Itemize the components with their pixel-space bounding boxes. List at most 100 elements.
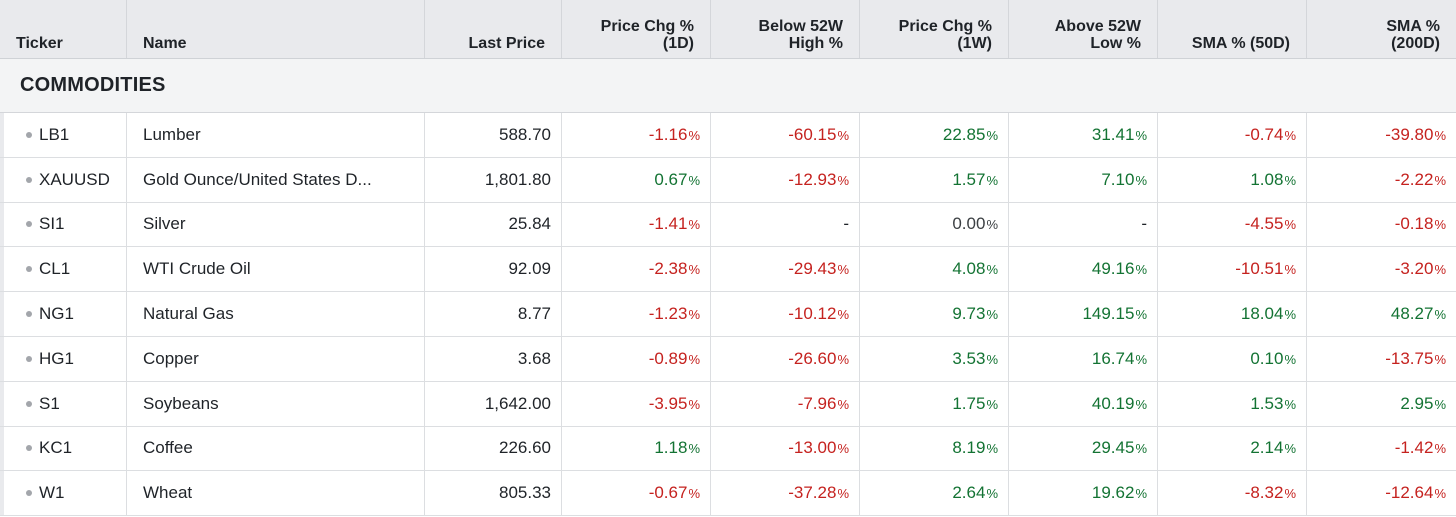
table-body: LB1 Lumber 588.70 -1.16% -60.15% 22.85% 31.41%… [0,113,1456,517]
sma200-cell: -3.20% [1307,247,1456,291]
chg-1d-value: -0.89 [648,348,688,368]
ticker-cell[interactable]: LB1 [0,113,127,157]
col-header-last-price[interactable]: Last Price [425,0,562,58]
percent-sign: % [1135,486,1147,502]
dot-icon [26,176,32,183]
chg-1w-cell: 8.19% [860,426,1009,471]
col-header-ticker[interactable]: Ticker [0,0,127,58]
chg-1w-cell: 1.75% [860,381,1009,426]
col-header-chg-1d[interactable]: Price Chg % (1D) [562,0,711,58]
chg-1w-value: 0.00 [952,214,986,234]
table-row[interactable]: NG1 Natural Gas 8.77 -1.23% -10.12% 9.73% 149.… [0,292,1456,337]
table-row[interactable]: SI1 Silver 25.84 -1.41% -0.00% - -4.55% -0.18% [0,202,1456,248]
col-header-sma-50d-label: SMA % (50D) [1191,35,1290,52]
table-row[interactable]: CL1 WTI Crude Oil 92.09 -2.38% -29.43% 4.08% 4… [0,247,1456,293]
percent-sign: % [1135,441,1147,457]
table-row[interactable]: KC1 Coffee 226.60 1.18% -13.00% 8.19% 29.45% 2.… [0,426,1456,472]
sma50-cell: 1.08% [1158,157,1307,202]
below-high-value: -29.43 [788,259,837,279]
name-cell[interactable]: Gold Ounce/United States D... [127,157,425,202]
dot-icon [26,490,32,497]
chg-1w-value: 9.73 [952,304,986,324]
percent-sign: % [688,172,700,188]
chg-1d-cell: 0.67% [562,157,711,202]
above-low-cell: - [1009,202,1158,247]
col-header-sma-50d[interactable]: SMA % (50D) [1158,0,1307,58]
percent-sign: % [1135,172,1147,188]
last-price-value: 805.33 [499,483,551,503]
dot-icon [26,355,32,362]
col-header-sma-200d[interactable]: SMA % (200D) [1307,0,1456,58]
percent-sign: % [1284,396,1296,412]
sma200-cell: 2.95% [1307,382,1456,426]
sma50-cell: -8.32% [1158,471,1307,516]
below-high-cell: -7.96% [711,381,860,426]
percent-sign: % [986,486,998,502]
ticker-cell[interactable]: NG1 [0,292,127,336]
chg-1d-cell: -0.67% [562,471,711,516]
dot-icon [26,131,32,138]
ticker-cell[interactable]: HG1 [0,336,127,381]
chg-1d-value: -2.38 [648,259,688,279]
percent-sign: % [688,351,700,367]
above-low-value: 19.62 [1091,483,1135,503]
percent-sign: % [1284,441,1296,457]
above-low-value: 49.16 [1091,259,1135,279]
section-header-commodities[interactable]: COMMODITIES [0,59,1456,113]
percent-sign: % [986,217,998,233]
chg-1d-cell: -2.38% [562,247,711,292]
below-high-value: -7.96 [797,393,837,413]
name-label: Gold Ounce/United States D... [143,169,372,189]
col-header-above-52w-low[interactable]: Above 52W Low % [1009,0,1158,58]
below-high-cell: -29.43% [711,247,860,292]
table-row[interactable]: W1 Wheat 805.33 -0.67% -37.28% 2.64% 19.62% -8.… [0,471,1456,517]
percent-sign: % [1434,351,1446,367]
name-cell[interactable]: Natural Gas [127,292,425,336]
name-cell[interactable]: Soybeans [127,381,425,426]
ticker-cell[interactable]: S1 [0,381,127,426]
name-cell[interactable]: Silver [127,202,425,247]
percent-sign: % [837,262,849,278]
col-header-chg-1w[interactable]: Price Chg % (1W) [860,0,1009,58]
table-row[interactable]: XAUUSD Gold Ounce/United States D... 1,801… [0,157,1456,203]
col-header-above-52w-low-label: Above 52W Low % [1054,18,1141,52]
name-cell[interactable]: Copper [127,336,425,381]
dot-icon [26,400,32,407]
ticker-cell[interactable]: SI1 [0,202,127,247]
ticker-cell[interactable]: KC1 [0,426,127,471]
table-row[interactable]: S1 Soybeans 1,642.00 -3.95% -7.96% 1.75% 40.19… [0,381,1456,427]
name-cell[interactable]: Coffee [127,426,425,471]
chg-1d-value: -0.67 [648,483,688,503]
col-header-last-price-label: Last Price [468,35,545,52]
sma200-value: -39.80 [1385,124,1434,144]
last-price-cell: 25.84 [425,202,562,247]
chg-1w-value: 3.53 [952,348,986,368]
sma200-value: -0.18 [1394,214,1434,234]
name-cell[interactable]: Wheat [127,471,425,516]
last-price-cell: 1,801.80 [425,157,562,202]
sma200-value: -12.64 [1385,483,1434,503]
col-header-below-52w-high[interactable]: Below 52W High % [711,0,860,58]
col-header-name[interactable]: Name [127,0,425,58]
below-high-value: - [843,214,849,234]
chg-1d-cell: -1.41% [562,202,711,247]
ticker-label: S1 [39,393,60,413]
percent-sign: % [1434,486,1446,502]
last-price-value: 25.84 [508,214,551,234]
below-high-cell: -12.93% [711,157,860,202]
ticker-cell[interactable]: W1 [0,471,127,516]
percent-sign: % [837,307,849,323]
name-cell[interactable]: Lumber [127,113,425,157]
last-price-value: 92.09 [508,259,551,279]
sma50-value: 18.04 [1240,304,1284,324]
table-row[interactable]: HG1 Copper 3.68 -0.89% -26.60% 3.53% 16.74% 0.1… [0,336,1456,382]
name-cell[interactable]: WTI Crude Oil [127,247,425,292]
sma50-value: 1.53 [1250,393,1284,413]
above-low-cell: 149.15% [1009,292,1158,336]
ticker-cell[interactable]: CL1 [0,247,127,292]
table-row[interactable]: LB1 Lumber 588.70 -1.16% -60.15% 22.85% 31.41%… [0,113,1456,158]
ticker-cell[interactable]: XAUUSD [0,157,127,202]
sma50-value: -0.74 [1244,124,1284,144]
above-low-value: - [1141,214,1147,234]
